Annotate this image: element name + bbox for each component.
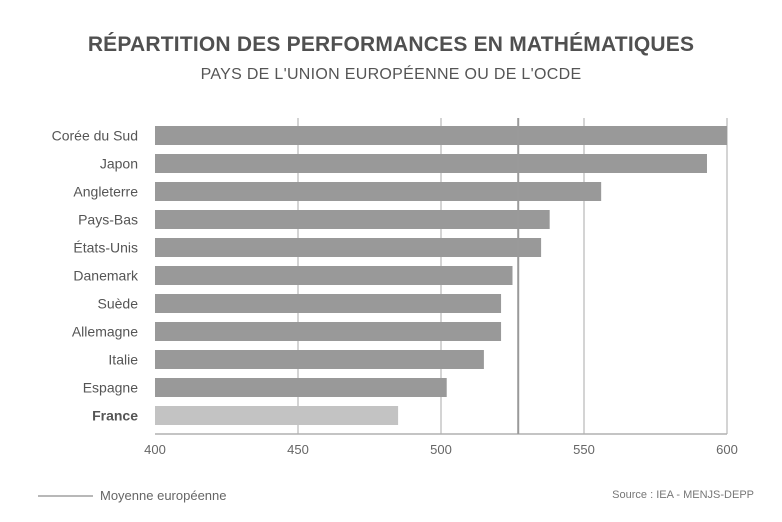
bar-suede [155,294,502,313]
legend-label: Moyenne européenne [100,488,227,503]
bar-layer [155,126,727,425]
bar-japon [155,154,707,173]
x-tick-label-600: 600 [716,442,738,457]
category-label-coree-du-sud: Corée du Sud [52,128,138,144]
x-tick-label-500: 500 [430,442,452,457]
legend-swatch-average-line [38,494,93,497]
bar-angleterre [155,182,602,201]
chart-title: RÉPARTITION DES PERFORMANCES EN MATHÉMAT… [87,33,695,56]
x-tick-label-550: 550 [573,442,595,457]
category-label-etats-unis: États-Unis [73,240,138,256]
category-label-espagne: Espagne [83,380,138,396]
bar-etats-unis [155,238,542,257]
category-label-pays-bas: Pays-Bas [78,212,138,228]
source-note: Source : IEA - MENJS-DEPP [612,489,754,501]
x-tick-label-400: 400 [144,442,166,457]
bar-danemark [155,266,513,285]
category-label-angleterre: Angleterre [73,184,138,200]
chart-subtitle: PAYS DE L'UNION EUROPÉENNE OU DE L'OCDE [200,66,582,83]
category-label-france: France [92,408,138,424]
x-tick-label-450: 450 [287,442,309,457]
bar-espagne [155,378,447,397]
category-label-danemark: Danemark [73,268,139,284]
bar-france [155,406,399,425]
category-label-italie: Italie [108,352,138,368]
bar-coree-du-sud [155,126,727,145]
category-label-allemagne: Allemagne [72,324,138,340]
bar-italie [155,350,484,369]
bar-pays-bas [155,210,550,229]
category-label-suede: Suède [98,296,139,312]
legend: Moyenne européenne [38,488,227,503]
bar-allemagne [155,322,502,341]
category-label-japon: Japon [100,156,138,172]
label-layer: 400 450 500 550 600 Corée du Sud Japon Angleter… [52,128,738,458]
